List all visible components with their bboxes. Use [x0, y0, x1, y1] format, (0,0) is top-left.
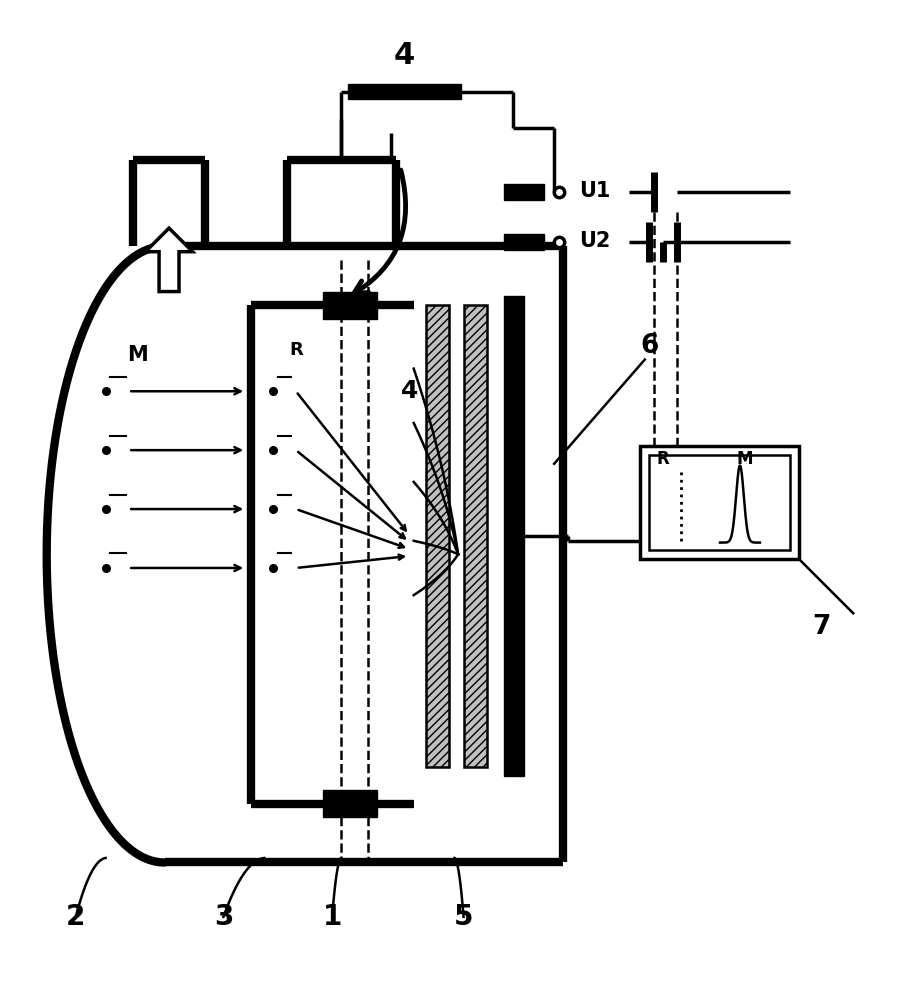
- Bar: [323, 292, 377, 319]
- Text: M: M: [736, 450, 753, 468]
- Text: 7: 7: [813, 614, 831, 640]
- Text: 4: 4: [401, 379, 418, 403]
- Text: 1: 1: [323, 903, 342, 931]
- Text: R: R: [289, 341, 303, 359]
- Text: R: R: [656, 450, 669, 468]
- Text: 5: 5: [454, 903, 474, 931]
- Text: 2: 2: [66, 903, 85, 931]
- FancyArrow shape: [145, 228, 193, 292]
- Bar: [425, 305, 449, 767]
- Bar: [464, 305, 487, 767]
- Text: 3: 3: [214, 903, 233, 931]
- Text: U1: U1: [579, 181, 611, 201]
- Bar: [504, 296, 524, 776]
- Bar: [640, 446, 799, 559]
- Bar: [504, 184, 544, 200]
- Text: 4: 4: [394, 41, 415, 70]
- Bar: [649, 455, 790, 550]
- Text: 6: 6: [640, 333, 658, 359]
- Bar: [347, 84, 461, 99]
- Bar: [504, 234, 544, 250]
- Text: M: M: [127, 345, 147, 365]
- Text: U2: U2: [579, 231, 611, 251]
- Bar: [323, 790, 377, 817]
